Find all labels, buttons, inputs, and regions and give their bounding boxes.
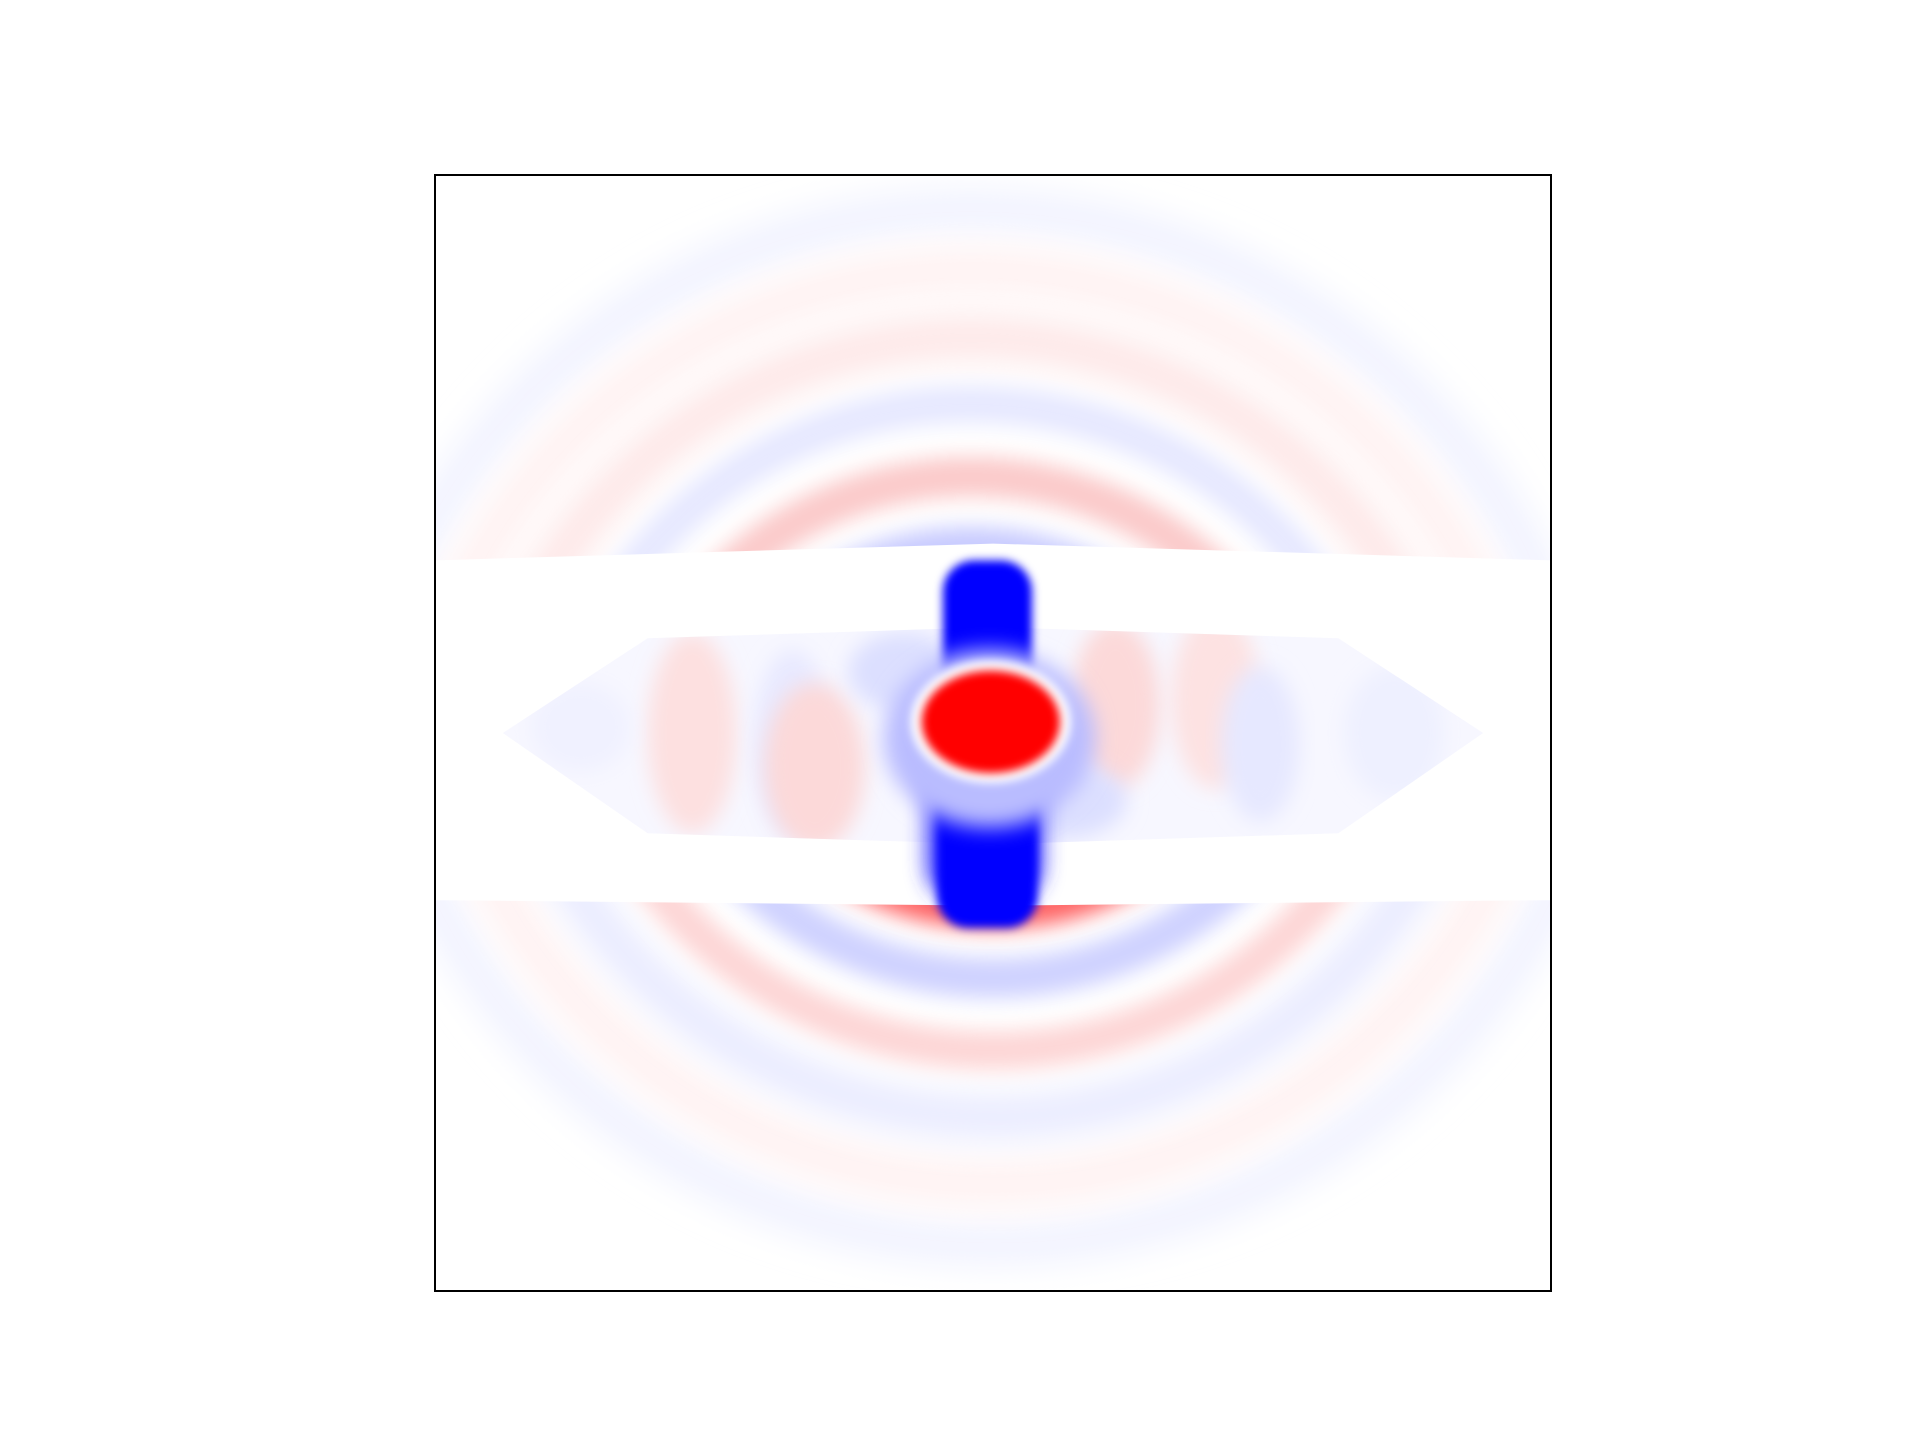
central-red-core (910, 660, 1071, 784)
wave-field-image (436, 192, 1550, 1263)
plot-axes (434, 174, 1552, 1292)
